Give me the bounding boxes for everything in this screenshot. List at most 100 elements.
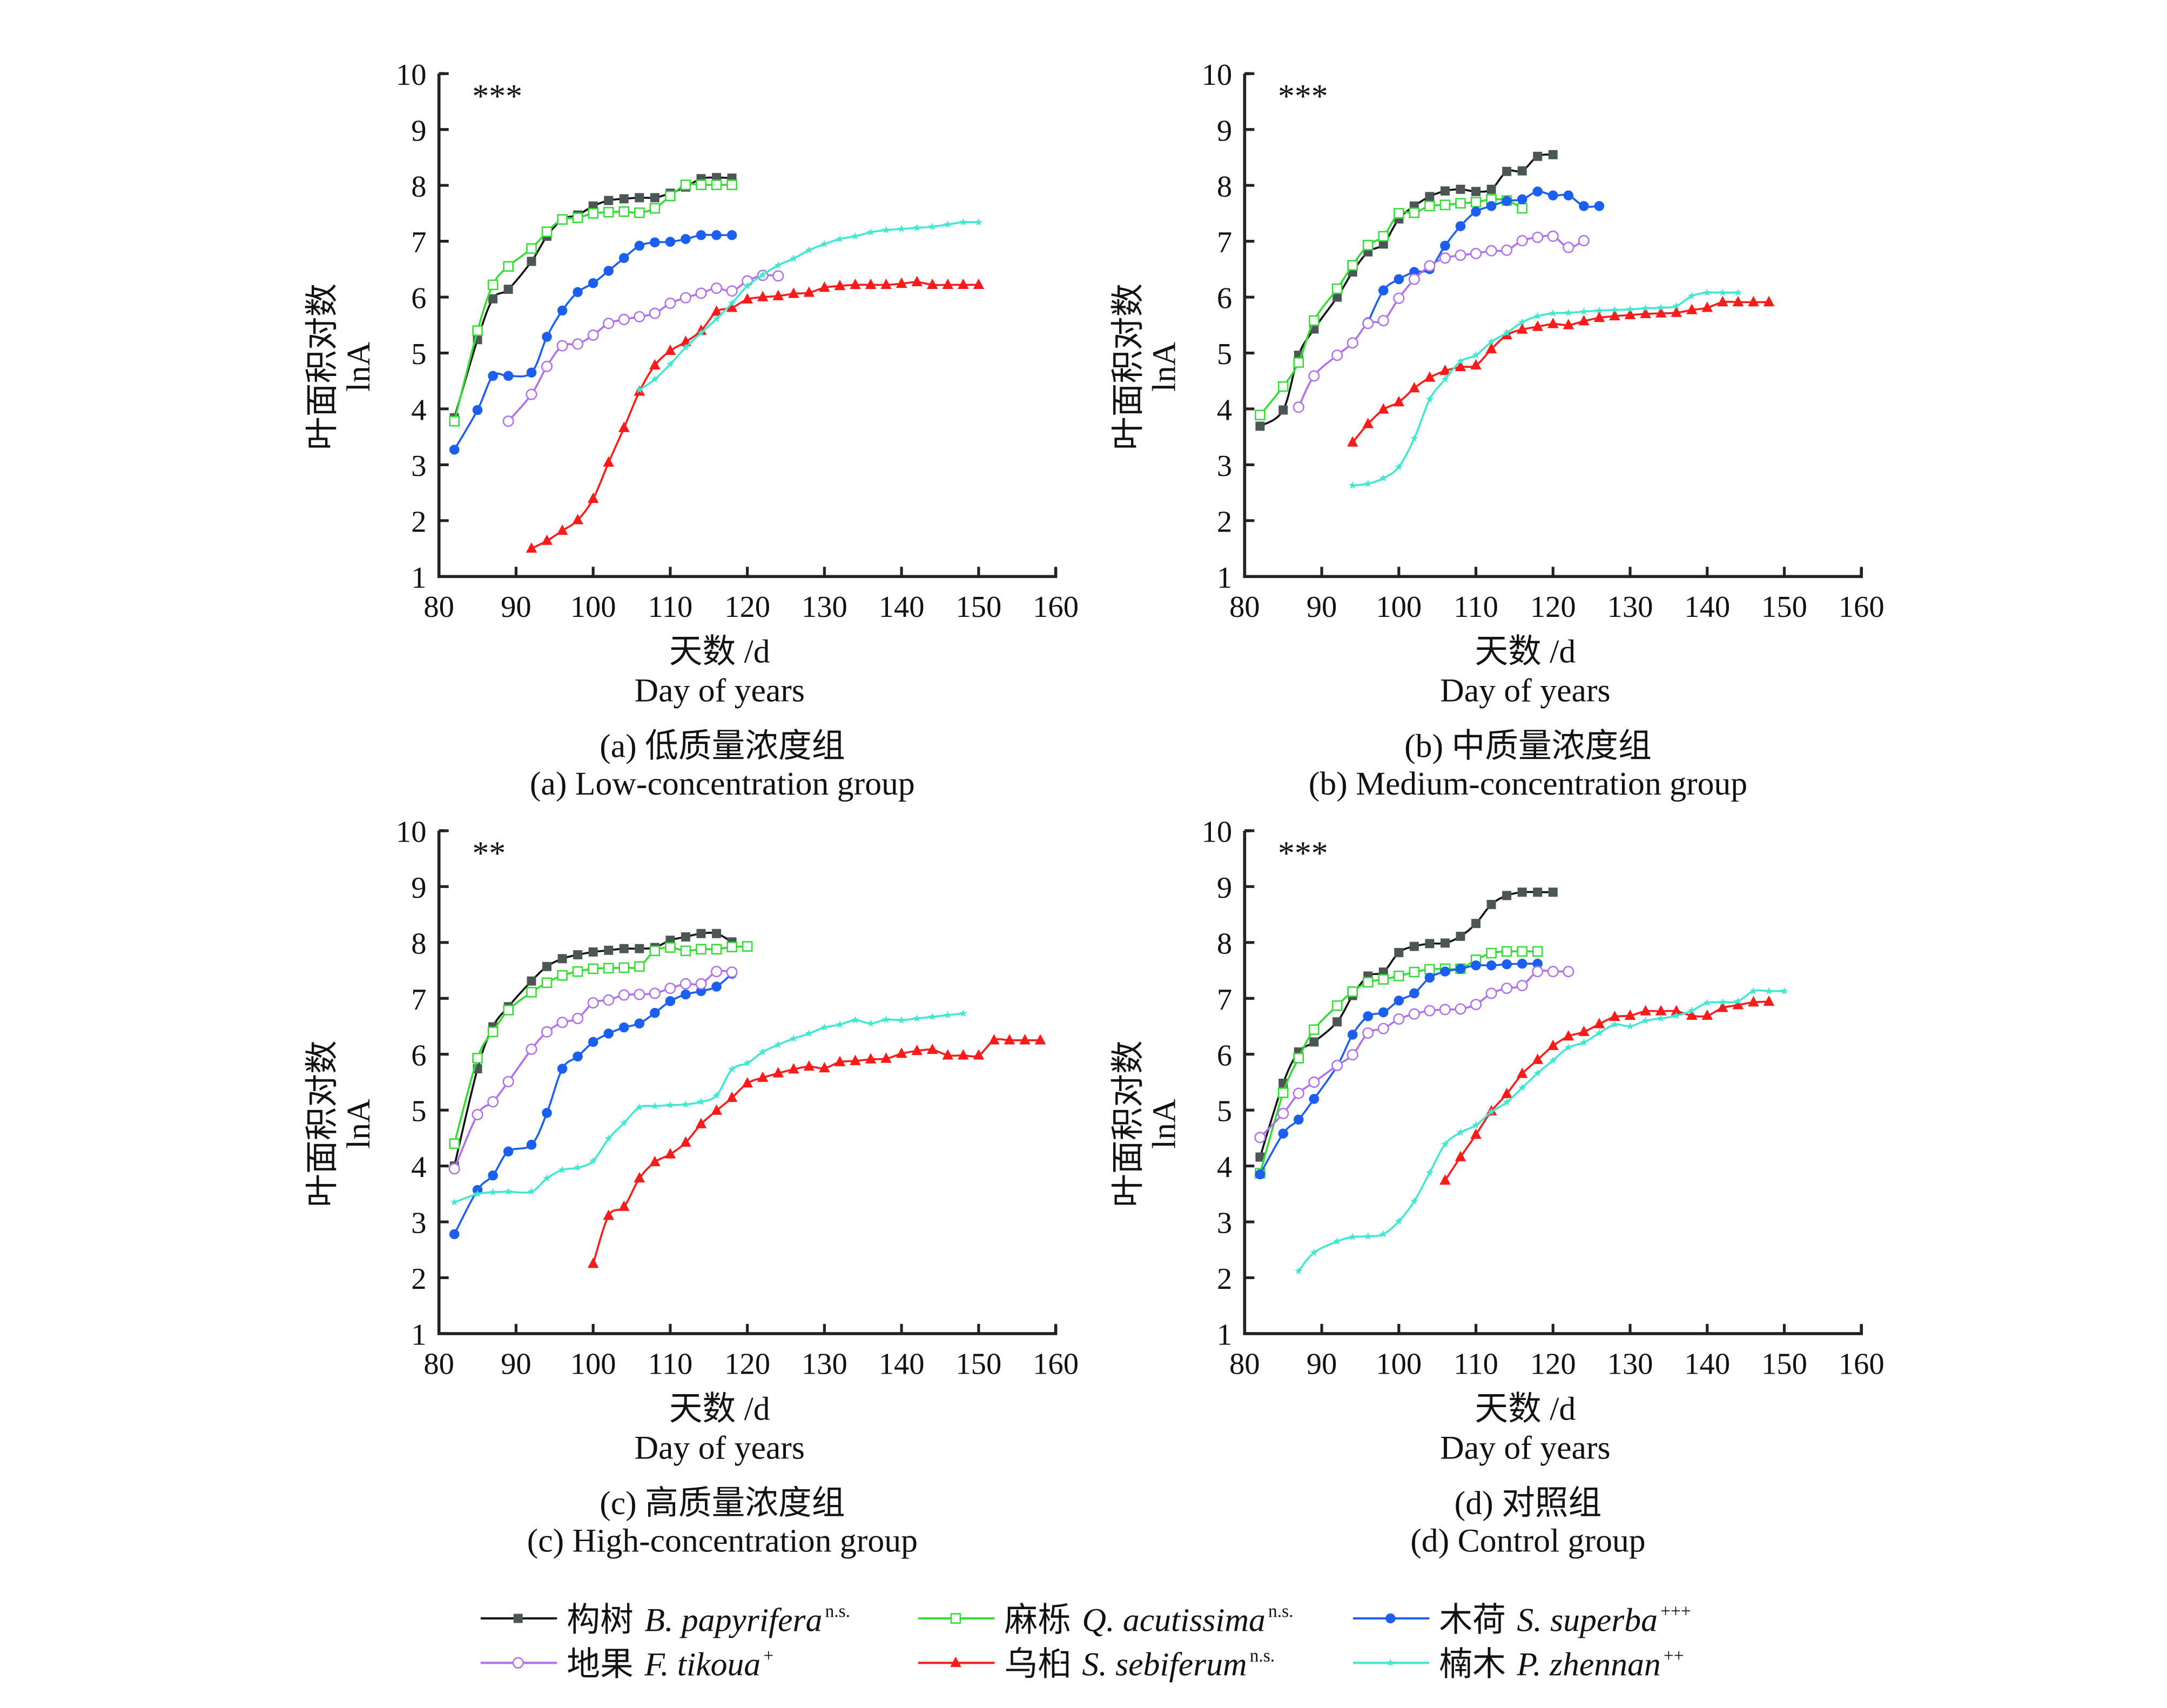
data-point	[448, 1163, 460, 1175]
x-tick-label: 110	[648, 590, 693, 624]
data-point	[1687, 292, 1696, 300]
data-point	[682, 1100, 690, 1108]
data-point	[618, 421, 630, 432]
x-tick-label: 140	[1684, 1347, 1730, 1381]
data-point	[618, 1200, 630, 1211]
data-point	[1331, 349, 1343, 361]
data-point	[634, 207, 645, 218]
data-point	[1424, 972, 1435, 983]
data-point	[1547, 966, 1559, 978]
data-point	[1347, 337, 1358, 349]
series-s-superba	[1363, 186, 1605, 327]
data-point	[649, 359, 661, 369]
data-point	[1580, 1038, 1588, 1046]
data-point	[603, 456, 614, 467]
data-point	[1485, 342, 1497, 353]
series-s-sebiferum	[587, 1034, 1046, 1268]
data-point	[502, 415, 514, 427]
x-tick-label: 160	[1033, 590, 1079, 624]
data-point	[1293, 401, 1304, 413]
data-point	[1640, 307, 1651, 318]
data-point	[1703, 288, 1712, 297]
data-point	[942, 1049, 954, 1060]
data-point	[820, 1023, 829, 1031]
data-point	[1734, 288, 1742, 297]
data-point	[696, 929, 706, 938]
data-point	[1547, 230, 1559, 242]
data-point	[711, 944, 722, 954]
data-point	[1641, 1016, 1650, 1024]
data-point	[774, 1040, 783, 1048]
legend-label-latin: S. sebiferum	[1082, 1646, 1247, 1683]
series-s-superba	[1255, 958, 1543, 1180]
data-point	[788, 287, 799, 298]
x-tick-label: 160	[1839, 1347, 1885, 1381]
x-tick-label: 80	[423, 590, 454, 624]
data-point	[1440, 186, 1450, 196]
data-point	[472, 1108, 483, 1120]
data-point	[1393, 395, 1405, 407]
data-point	[1765, 987, 1773, 995]
data-point	[805, 246, 813, 254]
data-point	[1362, 240, 1374, 251]
data-point	[865, 1053, 877, 1064]
data-point	[959, 1009, 967, 1017]
x-tick-label: 120	[1530, 1347, 1576, 1381]
y-tick-label: 4	[1217, 1151, 1232, 1184]
legend-label-latin: P. zhennan	[1516, 1646, 1660, 1683]
data-point	[664, 1148, 676, 1159]
data-point	[1394, 274, 1404, 285]
y-tick-label: 10	[396, 58, 427, 92]
y-tick-label: 3	[411, 449, 426, 483]
data-point	[1440, 240, 1450, 251]
x-axis-label-cn: 天数 /d	[1475, 634, 1576, 670]
legend-marker	[513, 1613, 523, 1623]
data-point	[1364, 1232, 1372, 1240]
series-line	[592, 1038, 1041, 1265]
data-point	[1703, 998, 1712, 1006]
x-tick-label: 130	[1607, 1347, 1653, 1381]
data-point	[1470, 247, 1482, 259]
data-point	[851, 232, 859, 240]
series-s-superba	[449, 230, 737, 455]
x-tick-label: 80	[1229, 590, 1260, 624]
data-point	[758, 1047, 767, 1055]
y-tick-label: 10	[1202, 58, 1233, 92]
data-point	[1548, 190, 1558, 201]
data-point	[1549, 1056, 1557, 1064]
y-tick-label: 3	[1217, 449, 1232, 483]
x-tick-label: 130	[1607, 590, 1653, 624]
data-point	[1624, 1009, 1636, 1020]
data-point	[1701, 1009, 1713, 1020]
data-point	[572, 1012, 584, 1025]
data-point	[618, 989, 630, 1001]
data-point	[711, 305, 722, 316]
data-point	[650, 1007, 660, 1018]
data-point	[1718, 998, 1727, 1006]
data-point	[1563, 190, 1574, 201]
y-tick-label: 1	[411, 561, 426, 595]
data-point	[487, 279, 499, 291]
data-point	[634, 961, 645, 972]
x-tick-label: 140	[1684, 590, 1730, 624]
data-point	[588, 947, 598, 957]
data-point	[1308, 1076, 1320, 1088]
x-tick-label: 90	[1307, 590, 1337, 624]
data-point	[1455, 360, 1466, 372]
data-point	[1425, 939, 1435, 949]
y-tick-label: 7	[1217, 226, 1232, 259]
data-point	[649, 1155, 661, 1167]
axes	[437, 72, 1058, 579]
data-point	[1532, 186, 1543, 197]
legend-marker	[1387, 1658, 1395, 1666]
legend-label-cn: 木荷	[1439, 1602, 1505, 1638]
data-point	[1563, 241, 1574, 253]
data-point	[1439, 199, 1451, 211]
data-point	[726, 179, 737, 190]
data-point	[1563, 319, 1574, 330]
data-point	[897, 1016, 906, 1024]
data-point	[664, 983, 676, 994]
data-point	[788, 1063, 799, 1074]
data-point	[1409, 966, 1420, 978]
data-point	[1441, 375, 1449, 383]
